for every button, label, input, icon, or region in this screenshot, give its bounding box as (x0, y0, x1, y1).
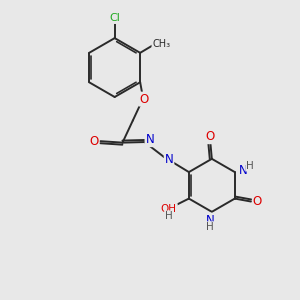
Text: N: N (206, 214, 215, 226)
Text: N: N (239, 164, 248, 177)
Text: Cl: Cl (109, 13, 120, 23)
Text: O: O (206, 130, 215, 143)
Text: OH: OH (161, 204, 177, 214)
Text: N: N (146, 133, 154, 146)
Text: O: O (253, 195, 262, 208)
Text: H: H (206, 222, 214, 232)
Text: N: N (165, 153, 173, 166)
Text: H: H (246, 160, 254, 171)
Text: H: H (165, 211, 173, 221)
Text: O: O (89, 135, 99, 148)
Text: O: O (139, 93, 148, 106)
Text: CH₃: CH₃ (152, 39, 170, 49)
